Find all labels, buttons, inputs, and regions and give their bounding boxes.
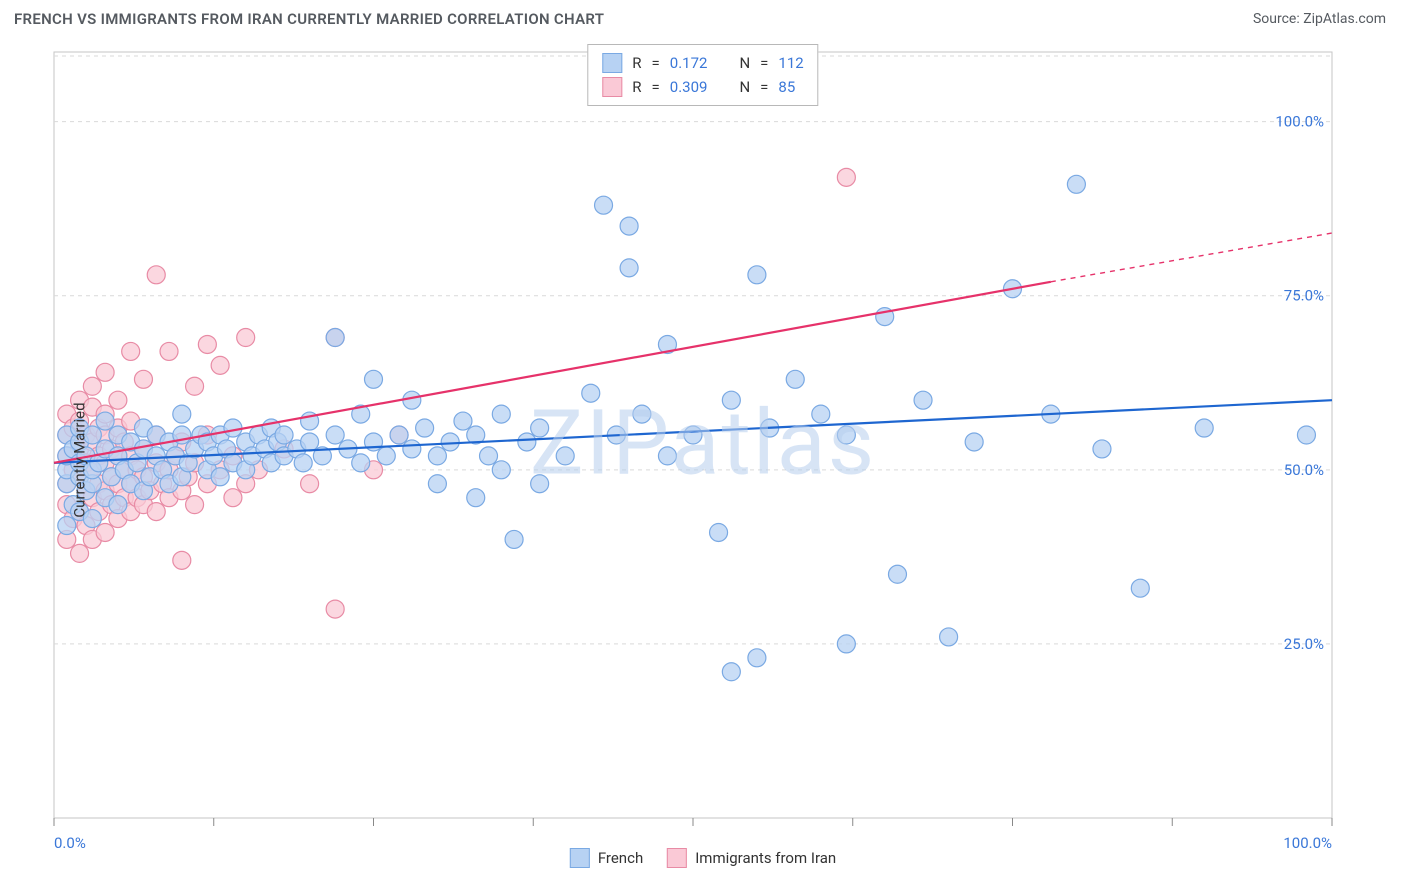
r-label: R: [632, 51, 641, 75]
equals: =: [760, 51, 768, 75]
scatter-chart: 25.0% 50.0% 75.0% 100.0% 0.0% 100.0%: [14, 42, 1392, 878]
french-swatch: [602, 53, 622, 73]
chart-title: FRENCH VS IMMIGRANTS FROM IRAN CURRENTLY…: [14, 10, 604, 28]
french-label: French: [598, 849, 643, 867]
n-label: N: [739, 51, 750, 75]
equals: =: [652, 75, 660, 99]
y-axis-label: Currently Married: [71, 402, 89, 517]
r-label: R: [632, 75, 641, 99]
n-label: N: [739, 75, 750, 99]
r-value-iran: 0.309: [670, 75, 708, 99]
source-label: Source: ZipAtlas.com: [1253, 11, 1386, 27]
equals: =: [652, 51, 660, 75]
svg-text:25.0%: 25.0%: [1284, 635, 1324, 653]
svg-text:75.0%: 75.0%: [1284, 287, 1324, 305]
equals: =: [760, 75, 768, 99]
r-value-french: 0.172: [670, 51, 708, 75]
svg-text:100.0%: 100.0%: [1283, 834, 1332, 852]
legend-row-iran: R = 0.309 N = 85: [602, 75, 803, 99]
svg-text:100.0%: 100.0%: [1275, 113, 1324, 131]
n-value-french: 112: [778, 51, 803, 75]
iran-label: Immigrants from Iran: [695, 849, 836, 867]
series-legend: French Immigrants from Iran: [570, 848, 836, 868]
iran-swatch-icon: [667, 848, 687, 868]
legend-item-iran: Immigrants from Iran: [667, 848, 836, 868]
legend-row-french: R = 0.172 N = 112: [602, 51, 803, 75]
legend-item-french: French: [570, 848, 643, 868]
svg-text:0.0%: 0.0%: [54, 834, 86, 852]
chart-area: Currently Married ZIPatlas 25.0%50.0%75.…: [14, 42, 1392, 878]
correlation-legend: R = 0.172 N = 112 R = 0.309 N = 85: [587, 44, 818, 106]
svg-text:50.0%: 50.0%: [1284, 461, 1324, 479]
n-value-iran: 85: [778, 75, 795, 99]
iran-swatch: [602, 77, 622, 97]
french-swatch-icon: [570, 848, 590, 868]
